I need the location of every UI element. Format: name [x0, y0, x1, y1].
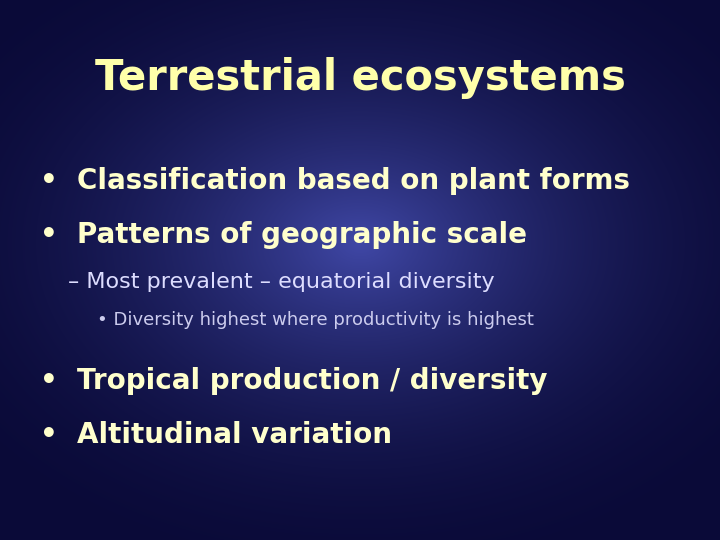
- Text: •  Tropical production / diversity: • Tropical production / diversity: [40, 367, 547, 395]
- Text: – Most prevalent – equatorial diversity: – Most prevalent – equatorial diversity: [68, 272, 495, 292]
- Text: •  Patterns of geographic scale: • Patterns of geographic scale: [40, 221, 526, 249]
- Text: •  Classification based on plant forms: • Classification based on plant forms: [40, 167, 629, 195]
- Text: • Diversity highest where productivity is highest: • Diversity highest where productivity i…: [97, 310, 534, 329]
- Text: •  Altitudinal variation: • Altitudinal variation: [40, 421, 392, 449]
- Text: Terrestrial ecosystems: Terrestrial ecosystems: [94, 57, 626, 99]
